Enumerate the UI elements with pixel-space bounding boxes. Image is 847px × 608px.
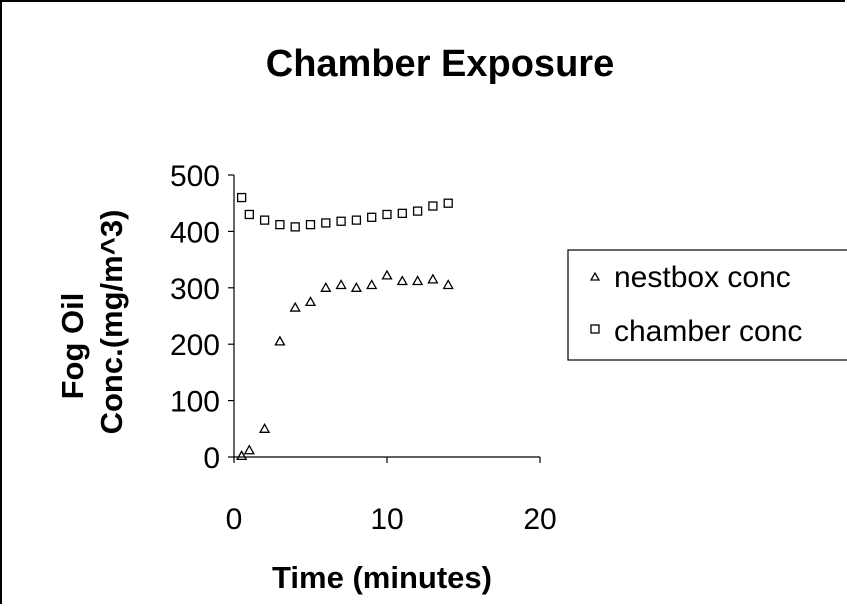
y-tick-label: 300	[170, 273, 220, 306]
chamber-point	[412, 206, 423, 216]
nestbox-point	[366, 279, 378, 290]
nestbox-point	[304, 296, 317, 307]
chamber-point	[236, 192, 247, 203]
chamber-point	[351, 215, 362, 225]
legend: nestbox conc chamber conc	[567, 249, 847, 361]
nestbox-point	[320, 281, 332, 292]
nestbox-point	[258, 422, 271, 433]
y-tick-label: 0	[203, 442, 220, 475]
chamber-point	[244, 209, 254, 220]
chamber-point	[275, 219, 285, 230]
chamber-point	[428, 201, 438, 211]
y-tick-label: 100	[170, 386, 220, 419]
x-ticks: 0 10 20	[226, 457, 557, 536]
nestbox-point	[411, 275, 424, 286]
chamber-point	[382, 209, 392, 220]
y-axis-label-line-1: Fog Oil	[55, 293, 90, 400]
nestbox-point	[427, 273, 439, 284]
chamber-point	[397, 208, 407, 219]
y-ticks: 0 100 200 300 400 500	[170, 160, 234, 475]
series-chamber	[236, 192, 453, 232]
x-tick-label: 10	[370, 503, 403, 536]
chart-title: Chamber Exposure	[266, 43, 614, 85]
y-axis-label: Fog Oil Conc.(mg/m^3)	[55, 210, 129, 435]
y-tick-label: 200	[170, 329, 220, 362]
nestbox-point	[381, 269, 393, 280]
legend-box	[567, 249, 847, 361]
chamber-point	[367, 212, 377, 222]
nestbox-point	[350, 281, 363, 292]
nestbox-point	[236, 450, 248, 461]
legend-marker-nestbox	[589, 271, 601, 281]
chamber-point	[443, 198, 453, 208]
nestbox-point	[274, 335, 286, 346]
nestbox-point	[243, 444, 255, 455]
chamber-point	[321, 218, 331, 228]
x-tick-label: 0	[226, 503, 243, 536]
nestbox-point	[335, 279, 347, 290]
chamber-point	[336, 216, 346, 226]
x-tick-label: 20	[523, 503, 556, 536]
legend-label-chamber: chamber conc	[614, 315, 802, 348]
nestbox-point	[396, 275, 408, 286]
series-nestbox	[236, 269, 454, 461]
nestbox-point	[289, 301, 301, 312]
chamber-point	[290, 222, 300, 232]
legend-marker-chamber	[590, 324, 600, 334]
y-tick-label: 400	[170, 216, 220, 249]
legend-label-nestbox: nestbox conc	[614, 261, 791, 294]
nestbox-point	[442, 279, 454, 290]
plot-series	[236, 192, 454, 461]
chamber-point	[305, 219, 316, 230]
x-axis-label: Time (minutes)	[272, 560, 492, 595]
y-axis-label-line-2: Conc.(mg/m^3)	[94, 210, 129, 435]
y-tick-label: 500	[170, 160, 220, 193]
chamber-point	[259, 215, 270, 225]
